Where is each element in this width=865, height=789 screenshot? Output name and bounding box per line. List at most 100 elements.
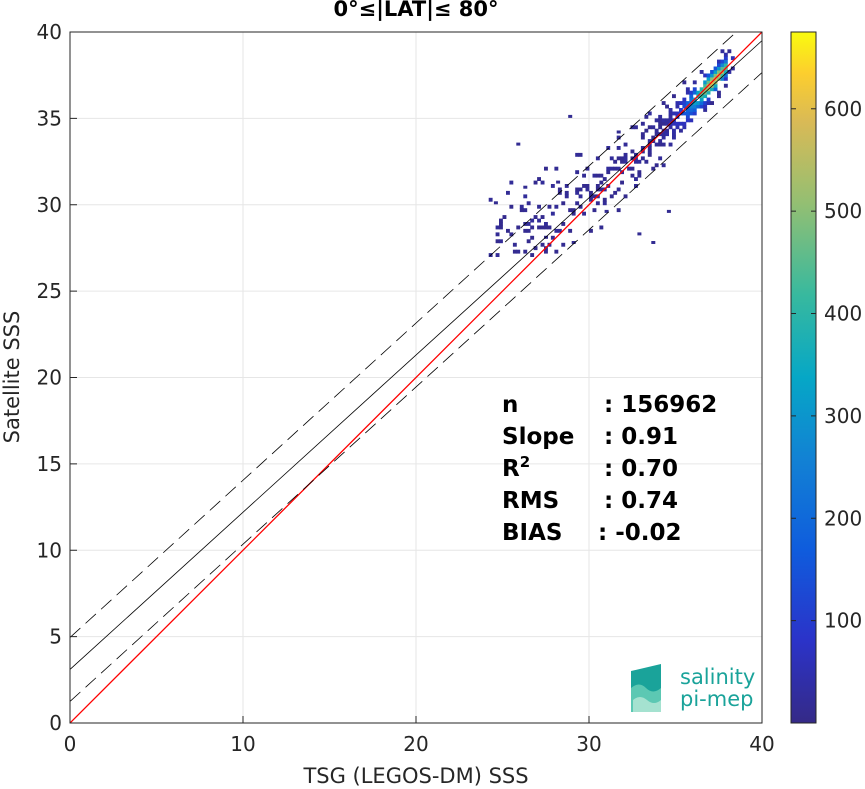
density-cell [554,166,559,171]
density-cell [554,204,559,209]
density-cell [672,121,676,126]
density-cell [630,173,635,178]
density-cell [679,101,683,105]
density-cell [516,249,521,254]
colorbar [790,31,817,724]
colorbar-tick-label: 100 [824,609,862,633]
density-cell [647,149,652,154]
density-cell [550,184,555,188]
density-cell [519,208,524,213]
density-cell [585,187,590,192]
density-cell [706,76,711,81]
density-cell [685,114,690,119]
density-cell [706,97,711,102]
density-cell [616,187,621,192]
density-cell [668,114,673,119]
density-cell [647,152,652,157]
density-cell [623,152,628,157]
density-cell [592,194,597,199]
density-cell [651,125,656,130]
density-cell [620,156,624,161]
density-cell [654,163,659,168]
density-cell [699,87,704,92]
density-cell [713,83,718,88]
density-cell [703,80,708,85]
colorbar-tick-label: 500 [824,199,862,223]
stat-label: BIAS [502,520,562,546]
density-cell [699,97,704,102]
density-cell [668,125,673,130]
density-cell [634,184,638,188]
density-cell [644,114,649,119]
density-cell [682,104,687,109]
density-cell [668,108,673,112]
reference-lines [70,32,762,723]
density-cell [665,128,669,133]
stat-value: : 156962 [604,392,717,418]
density-cell [557,187,562,192]
density-cell [685,111,690,116]
density-cell [523,185,528,189]
logo-line-1: salinity [680,665,755,689]
density-cell [602,177,607,181]
density-cell [720,76,725,81]
density-cell [703,83,708,88]
density-cell [696,90,701,95]
density-cell [523,249,528,254]
density-cell [589,190,593,195]
density-cell [689,111,694,116]
density-cell [592,173,597,178]
density-cell [613,159,618,164]
density-cell [530,235,535,240]
density-cell [730,66,735,71]
density-cell [637,159,642,164]
density-cell [672,132,676,137]
density-cell [540,225,545,230]
density-cell [720,49,725,54]
density-cell [640,146,645,150]
density-cell [685,101,690,105]
stats-box: n: 156962 Slope: 0.91 R2: 0.70 RMS: 0.74 BIA… [502,392,717,546]
density-cell [717,90,721,95]
density-cell [644,159,649,164]
axis-ticks: 0 10 20 30 40 0 5 10 15 20 25 30 35 40 [37,20,775,756]
density-cell [654,118,659,123]
density-cell [544,166,548,171]
density-cell [488,197,493,202]
density-cell [692,104,697,109]
density-cell [717,66,721,71]
density-cell [661,132,666,137]
density-cell [550,235,555,240]
density-cells [488,49,735,257]
x-tick-label: 0 [64,732,77,756]
stat-value: : 0.91 [604,424,678,450]
density-cell [634,125,638,130]
density-cell [526,228,531,233]
density-cell [651,166,656,171]
x-tick-label: 20 [403,732,428,756]
density-cell [689,90,694,95]
density-cell [661,118,666,123]
density-cell [575,190,580,195]
density-cell [575,201,580,206]
density-cell [675,121,680,126]
density-cell [523,228,528,233]
density-cell [523,208,528,213]
x-tick-label: 40 [749,732,774,756]
density-cell [616,146,621,150]
density-cell [717,94,721,99]
density-cell [668,118,673,123]
density-cell [599,173,604,178]
stat-label: R2 [502,453,530,482]
density-cell [689,118,694,123]
density-cell [550,211,555,216]
density-cell [658,139,663,143]
colorbar-tick-label: 200 [824,506,862,530]
density-cell [730,56,735,61]
density-cell [537,218,541,223]
density-cell [554,249,559,254]
density-cell [616,130,621,134]
y-tick-label: 0 [49,711,62,735]
density-cell [692,108,697,112]
